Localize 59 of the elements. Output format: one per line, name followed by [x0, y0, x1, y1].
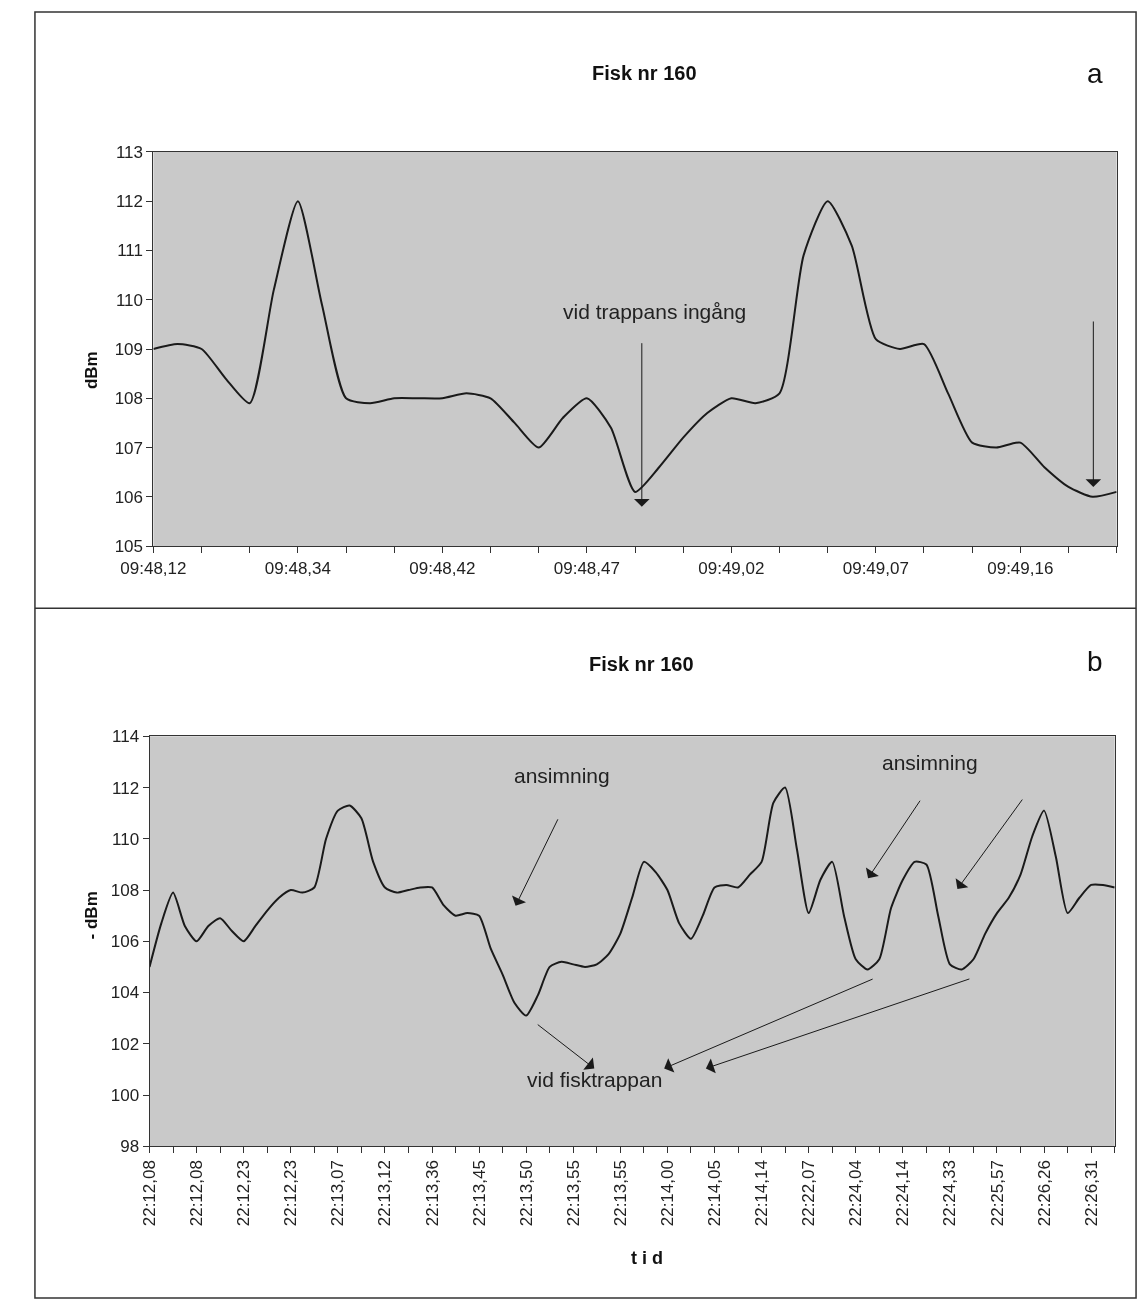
y-tick-label: 110: [115, 290, 143, 310]
x-tick-label: 09:49,16: [987, 558, 1054, 578]
x-tick-label: 22:14,05: [705, 1160, 725, 1227]
annotation: ansimning: [882, 751, 978, 774]
x-tick-label: 22:13,45: [469, 1160, 489, 1227]
y-tick-label: 105: [114, 537, 143, 557]
y-tick-label: 114: [112, 727, 140, 747]
y-axis-title: dBm: [82, 351, 102, 390]
x-tick-label: 22:24,04: [846, 1160, 866, 1227]
x-tick-label: 22:13,55: [563, 1160, 583, 1227]
y-tick-label: 109: [114, 339, 143, 359]
x-tick-label: 09:48,42: [409, 558, 476, 578]
x-tick-label: 22:24,33: [940, 1160, 960, 1227]
x-tick-label: 22:12,08: [187, 1160, 207, 1227]
line-series: [149, 786, 1115, 1017]
annotation: vid fisktrappan: [527, 1068, 663, 1091]
text: b: [1087, 646, 1103, 677]
y-tick-label: 111: [117, 241, 143, 261]
x-tick-label: 22:14,14: [752, 1160, 772, 1227]
x-tick-label: 22:13,07: [328, 1160, 348, 1227]
x-tick-label: 22:22,07: [799, 1160, 819, 1227]
y-tick-label: 108: [110, 881, 140, 900]
x-tick-label: 22:13,50: [516, 1160, 536, 1227]
y-tick-label: 106: [110, 932, 140, 952]
y-tick-label: 104: [110, 983, 140, 1003]
y-tick-label: 108: [114, 389, 143, 409]
x-tick-label: 22:25,57: [987, 1160, 1007, 1227]
x-tick-label: 22:14,00: [657, 1160, 677, 1227]
y-tick-label: 107: [114, 438, 143, 458]
x-tick-label: 22:12,23: [234, 1160, 254, 1227]
y-tick-label: 100: [110, 1085, 140, 1105]
x-tick-label: 09:49,02: [698, 558, 765, 578]
x-tick-label: 09:48,34: [264, 558, 331, 578]
x-tick-label: 09:49,07: [842, 558, 909, 578]
line-series: [153, 200, 1117, 498]
x-axis-title: t i d: [631, 1248, 663, 1268]
y-tick-label: 98: [120, 1137, 140, 1157]
y-tick-label: 106: [114, 487, 143, 507]
chart-title: Fisk nr 160: [592, 62, 697, 84]
x-tick-label: 22:13,55: [610, 1160, 630, 1227]
x-tick-label: 22:12,23: [281, 1160, 301, 1227]
x-tick-label: 22:24,14: [893, 1160, 913, 1227]
y-tick-label: 112: [115, 192, 143, 212]
x-tick-label: 09:48,12: [120, 558, 187, 578]
x-tick-label: 22:26,26: [1034, 1160, 1054, 1227]
chart-title: Fisk nr 160: [589, 653, 694, 675]
text: a: [1087, 58, 1103, 89]
y-axis-title: - dBm: [81, 891, 101, 940]
x-tick-label: 22:12,08: [140, 1160, 160, 1227]
x-tick-label: 22:26,31: [1081, 1160, 1101, 1227]
x-tick-label: 22:13,12: [375, 1160, 395, 1227]
annotation: vid trappans ingång: [563, 300, 747, 323]
y-tick-label: 110: [112, 829, 140, 849]
x-tick-label: 22:13,36: [422, 1160, 442, 1227]
y-tick-label: 113: [115, 142, 143, 162]
y-tick-label: 112: [112, 778, 140, 798]
x-tick-label: 09:48,47: [553, 558, 620, 578]
annotation: ansimning: [514, 764, 610, 787]
y-tick-label: 102: [110, 1034, 140, 1054]
